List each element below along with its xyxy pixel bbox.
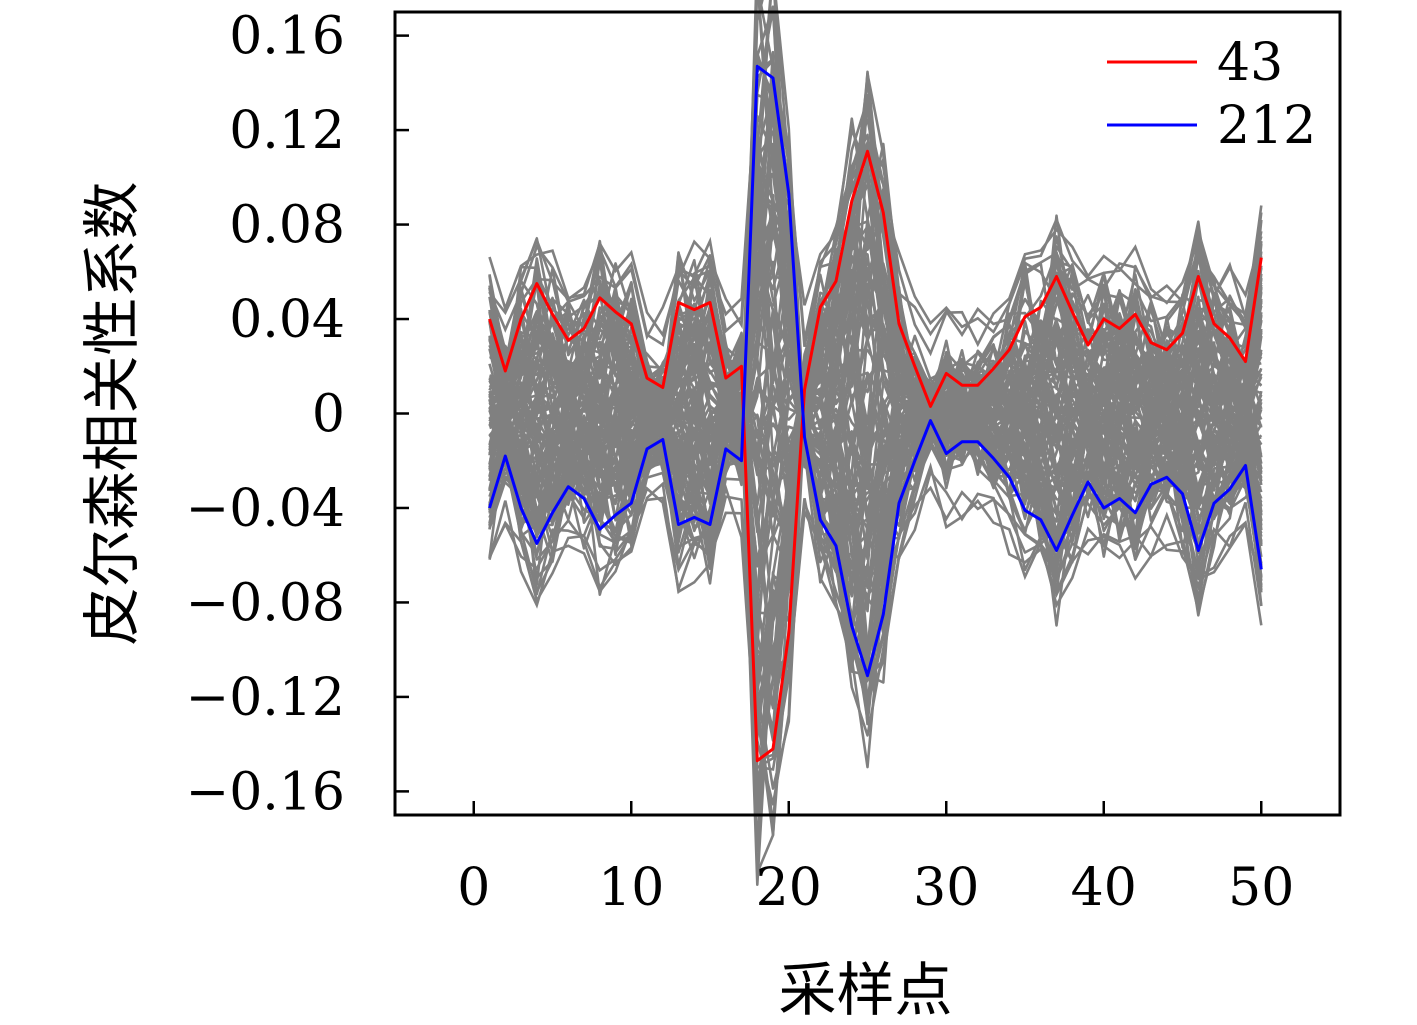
y-tick-label: −0.04 xyxy=(186,479,345,539)
background-trace xyxy=(488,214,1263,665)
y-tick-label: 0 xyxy=(312,385,345,445)
background-trace xyxy=(488,469,1263,762)
x-tick-label: 40 xyxy=(1071,858,1137,918)
x-tick-label: 10 xyxy=(598,858,664,918)
y-tick-label: 0.08 xyxy=(229,196,345,256)
legend: 43 212 xyxy=(1107,33,1316,156)
y-tick-label: −0.08 xyxy=(186,573,345,633)
background-trace xyxy=(488,133,1263,732)
background-trace xyxy=(488,220,1263,740)
x-tick-label: 50 xyxy=(1228,858,1294,918)
legend-label-43: 43 xyxy=(1217,33,1283,93)
series-line-43 xyxy=(488,149,1263,763)
background-trace xyxy=(488,109,1263,710)
y-tick-label: 0.12 xyxy=(229,101,345,161)
series-lines xyxy=(488,64,1263,763)
y-axis-ticks: 0.16 0.12 0.08 0.04 0 −0.04 −0.08 −0.12 −0.16 xyxy=(186,7,409,822)
background-trace xyxy=(488,56,1263,357)
y-tick-label: −0.12 xyxy=(186,668,345,728)
y-tick-label: 0.16 xyxy=(229,7,345,67)
x-axis-ticks: 0 10 20 30 40 50 xyxy=(457,801,1294,918)
background-trace xyxy=(488,203,1263,516)
background-traces xyxy=(488,0,1263,887)
x-axis-title: 采样点 xyxy=(778,956,952,1024)
x-tick-label: 30 xyxy=(913,858,979,918)
legend-label-212: 212 xyxy=(1217,96,1316,156)
background-trace xyxy=(488,57,1263,341)
background-trace xyxy=(488,324,1263,509)
y-tick-label: −0.16 xyxy=(186,762,345,822)
y-tick-label: 0.04 xyxy=(229,290,345,350)
series-line-212 xyxy=(488,64,1263,678)
background-trace xyxy=(488,272,1263,539)
y-axis-title: 皮尔森相关性系数 xyxy=(78,181,146,645)
background-trace xyxy=(488,483,1263,771)
background-trace xyxy=(488,298,1263,466)
x-tick-label: 0 xyxy=(457,858,490,918)
x-tick-label: 20 xyxy=(756,858,822,918)
background-trace xyxy=(488,50,1263,635)
background-trace xyxy=(488,193,1263,602)
